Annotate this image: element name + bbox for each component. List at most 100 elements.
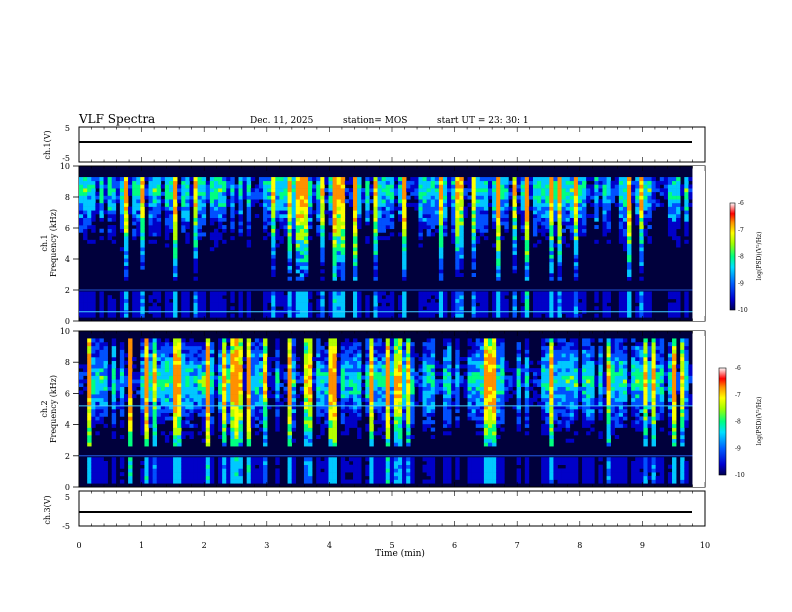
ch2-spectrogram-cell xyxy=(111,475,117,480)
ch1-spectrogram-cell xyxy=(471,232,477,237)
ch2-spectrogram-cell xyxy=(263,435,268,440)
ch1-spectrogram-cell xyxy=(238,302,243,307)
ch1-spectrogram-cell xyxy=(483,191,489,196)
ch2-spectrogram-cell xyxy=(263,394,268,399)
ch2-spectrogram-cell xyxy=(246,371,252,376)
ch1-spectrogram-cell xyxy=(582,217,587,222)
ch1-spectrogram-cell xyxy=(573,180,579,185)
ch2-spectrogram-cell xyxy=(291,475,297,480)
ch1-spectrogram-cell xyxy=(402,243,407,248)
ch1-spectrogram-cell xyxy=(164,302,170,307)
ch1-spectrogram-cell xyxy=(594,225,599,230)
ch1-spectrogram-cell xyxy=(618,291,624,296)
ch1-spectrogram-cell xyxy=(353,269,358,274)
ch1-spectrogram-cell xyxy=(602,302,607,307)
ch2-spectrogram-cell xyxy=(152,416,158,421)
ch1-spectrogram-cell xyxy=(152,199,158,204)
ch1-spectrogram-cell xyxy=(91,291,96,296)
ch1-spectrogram-cell xyxy=(631,180,636,185)
ch1-spectrogram-cell xyxy=(443,291,448,296)
ch1-spectrogram-cell xyxy=(168,225,174,230)
ch1-spectrogram-cell xyxy=(422,195,427,200)
ch1-spectrogram-cell xyxy=(667,191,673,196)
ch2-spectrogram-cell xyxy=(377,475,382,480)
ch2-spectrogram-cell xyxy=(218,338,223,343)
ch2-spectrogram-cell xyxy=(156,412,162,417)
ch1-spectrogram-cell xyxy=(271,306,276,311)
ch1-spectrogram-cell xyxy=(455,243,460,248)
ch1-spectrogram-cell xyxy=(156,228,162,233)
ch1-spectrogram-cell xyxy=(667,180,673,185)
ch1-spectrogram-cell xyxy=(627,276,632,281)
ch1-spectrogram-cell xyxy=(524,221,530,226)
ch1-spectrogram-cell xyxy=(279,213,284,218)
ch2-spectrogram-cell xyxy=(222,397,227,402)
ch1-spectrogram-cell xyxy=(426,191,432,196)
ch2-spectrogram-cell xyxy=(373,461,378,466)
ch1-spectrogram-cell xyxy=(79,228,84,233)
ch1-spectrogram-cell xyxy=(676,202,681,207)
ch1-spectrogram-cell xyxy=(340,225,346,230)
ch2-spectrogram-cell xyxy=(238,461,243,466)
ch1-spectrogram-cell xyxy=(193,265,198,270)
ch2-spectrogram-cell xyxy=(385,401,391,406)
ch2-spectrogram-cell xyxy=(271,375,276,380)
ch1-spectrogram-cell xyxy=(258,202,264,207)
ch2-spectrogram-cell xyxy=(320,431,325,436)
ch1-spectrogram-cell xyxy=(369,199,374,204)
ch2-spectrogram-cell xyxy=(201,397,207,402)
ch2-spectrogram-cell xyxy=(287,375,292,380)
ch2-spectrogram-cell xyxy=(156,342,162,347)
ch2-spectrogram-cell xyxy=(275,383,280,388)
ch2-spectrogram-cell xyxy=(123,383,129,388)
ch1-spectrogram-cell xyxy=(496,306,501,311)
ch1-spectrogram-cell xyxy=(197,188,202,193)
ch2-spectrogram-cell xyxy=(373,342,378,347)
ch2-spectrogram-cell xyxy=(353,464,358,469)
ch2-spectrogram-cell xyxy=(267,375,272,380)
ch1-spectrogram-cell xyxy=(193,258,198,263)
ch1-spectrogram-cell xyxy=(402,210,407,215)
ch2-spectrogram-cell xyxy=(103,375,108,380)
ch1-spectrogram-cell xyxy=(459,180,464,185)
ch2-spectrogram-cell xyxy=(234,342,239,347)
ch1-spectrogram-cell xyxy=(549,269,554,274)
ch2-spectrogram-cell xyxy=(201,457,207,462)
ch2-spectrogram-cell xyxy=(164,464,170,469)
ch1-spectrogram-cell xyxy=(635,199,640,204)
ch2-spectrogram-cell xyxy=(185,397,190,402)
ch2-spectrogram-cell xyxy=(95,383,100,388)
ch1-spectrogram-cell xyxy=(234,195,239,200)
ch1-spectrogram-cell xyxy=(336,247,342,252)
ch2-spectrogram-cell xyxy=(132,357,137,362)
ch1-spectrogram-cell xyxy=(91,298,96,303)
ch1-spectrogram-cell xyxy=(242,191,247,196)
ch2-spectrogram-cell xyxy=(316,420,321,425)
ch1-spectrogram-cell xyxy=(688,177,693,182)
ch1-spectrogram-cell xyxy=(148,191,153,196)
ch2-spectrogram-cell xyxy=(332,461,337,466)
ch1-spectrogram-cell xyxy=(263,199,268,204)
ch2-spectrogram-cell xyxy=(173,390,178,395)
ch2-spectrogram-cell xyxy=(234,405,239,410)
ch2-spectrogram-cell xyxy=(324,342,329,347)
ch1-spectrogram-cell xyxy=(586,177,591,182)
ch1-spectrogram-cell xyxy=(320,210,325,215)
ch2-spectrogram-cell xyxy=(324,357,329,362)
ch1-spectrogram-cell xyxy=(471,191,477,196)
ch1-spectrogram-cell xyxy=(524,184,530,189)
ch2-spectrogram-cell xyxy=(103,397,108,402)
ch1-spectrogram-cell xyxy=(115,180,121,185)
ch1-spectrogram-cell xyxy=(279,221,284,226)
ch1-spectrogram-cell xyxy=(639,202,644,207)
ch1-spectrogram-cell xyxy=(365,180,370,185)
ch2-spectrogram-cell xyxy=(226,338,231,343)
ch1-spectrogram-cell xyxy=(328,188,333,193)
ch2-spectrogram-cell xyxy=(332,409,337,414)
ch1-spectrogram-cell xyxy=(353,206,358,211)
ch1-spectrogram-cell xyxy=(447,202,452,207)
ch2-spectrogram-cell xyxy=(173,472,178,477)
ch2-spectrogram-cell xyxy=(201,468,207,473)
ch1-spectrogram-cell xyxy=(111,206,117,211)
ch1-spectrogram-cell xyxy=(496,217,501,222)
